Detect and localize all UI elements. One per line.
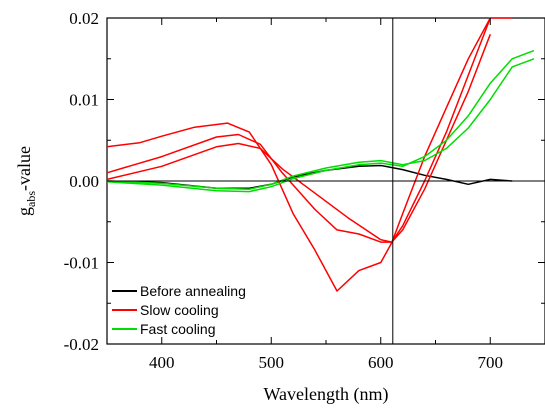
series-line-1 bbox=[106, 17, 513, 292]
series-line-2 bbox=[106, 17, 491, 243]
legend-label: Before annealing bbox=[140, 283, 246, 299]
x-tick-label: 400 bbox=[149, 353, 175, 372]
series-layer bbox=[106, 17, 535, 292]
series-line-3 bbox=[106, 34, 491, 243]
y-tick-label: 0.02 bbox=[69, 9, 99, 28]
x-tick-label: 700 bbox=[478, 353, 504, 372]
series-line-5 bbox=[106, 58, 535, 190]
legend-label: Slow cooling bbox=[140, 302, 219, 318]
legend: Before annealing Slow cooling Fast cooling bbox=[112, 283, 246, 337]
x-tick-label: 500 bbox=[259, 353, 285, 372]
x-axis-title: Wavelength (nm) bbox=[263, 384, 388, 405]
y-axis-title: gabs-value bbox=[14, 146, 38, 216]
series-line-0 bbox=[106, 164, 513, 190]
y-axis-title-rest: -value bbox=[14, 146, 34, 191]
y-axis-title-main: g bbox=[14, 207, 34, 216]
y-tick-label: -0.01 bbox=[64, 254, 99, 273]
series-line-4 bbox=[106, 49, 535, 193]
reference-lines bbox=[107, 18, 545, 344]
y-tick-label: 0.01 bbox=[69, 91, 99, 110]
legend-label: Fast cooling bbox=[140, 321, 215, 337]
x-tick-label: 600 bbox=[368, 353, 394, 372]
y-axis-title-sub: abs bbox=[24, 191, 38, 207]
y-tick-label: 0.00 bbox=[69, 172, 99, 191]
ticks: 400 500 600 700 -0.02 -0.01 0.00 0.01 0.02 bbox=[64, 9, 545, 372]
y-tick-label: -0.02 bbox=[64, 335, 99, 354]
